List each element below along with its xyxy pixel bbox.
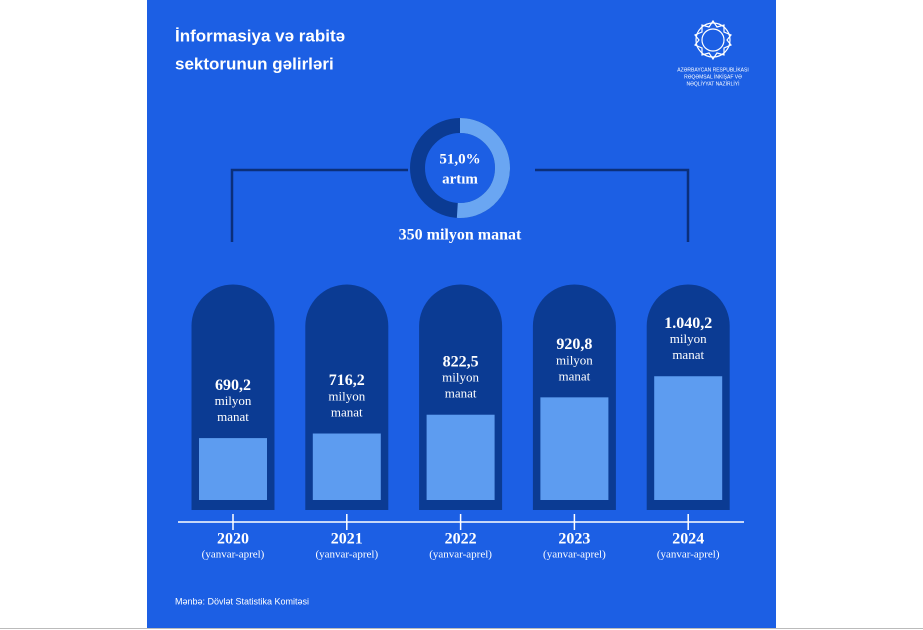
value-label: 716,2 [329, 372, 365, 389]
bracket [230, 168, 690, 242]
value-unit: milyon [328, 388, 365, 403]
period-label: (yanvar-aprel) [429, 549, 492, 561]
x-tick-label: 2023 [558, 531, 590, 548]
donut-arc [456, 118, 510, 218]
period-label: (yanvar-aprel) [202, 549, 265, 561]
bar [540, 397, 609, 500]
value-label: 1.040,2 [664, 315, 712, 332]
value-unit: manat [445, 386, 477, 401]
source: Mənbə: Dövlət Statistika Komitəsi [175, 596, 309, 606]
logo-text: AZƏRBAYCAN RESPUBLİKASI [677, 66, 748, 73]
bar [199, 438, 267, 500]
value-label: 920,8 [556, 336, 592, 353]
value-unit: milyon [215, 393, 252, 408]
value-unit: milyon [670, 331, 707, 346]
bar [312, 433, 381, 500]
logo-text: NƏQLİYYAT NAZİRLİYİ [687, 80, 740, 87]
title-line: sektorunun gəlirləri [175, 54, 334, 73]
x-tick-label: 2021 [331, 531, 363, 548]
value-unit: milyon [442, 370, 479, 385]
value-label: 690,2 [215, 377, 251, 394]
growth-text: artım [442, 171, 478, 187]
value-unit: manat [217, 409, 249, 424]
increase-label: 350 milyon manat [399, 227, 522, 244]
x-tick-label: 2022 [445, 531, 477, 548]
title-line: İnformasiya və rabitə [175, 26, 345, 45]
value-unit: milyon [556, 352, 593, 367]
x-tick-label: 2020 [217, 531, 249, 548]
growth-label: 51,0% [439, 151, 480, 167]
value-unit: manat [331, 404, 363, 419]
value-label: 822,5 [443, 353, 479, 370]
period-label: (yanvar-aprel) [657, 549, 720, 561]
value-unit: manat [672, 347, 704, 362]
period-label: (yanvar-aprel) [315, 549, 378, 561]
period-label: (yanvar-aprel) [543, 549, 606, 561]
bar [426, 414, 495, 500]
logo [694, 19, 732, 61]
x-tick-label: 2024 [672, 531, 704, 548]
bar [654, 376, 723, 500]
logo-text: RƏQƏMSAL İNKİŞAF VƏ [684, 73, 742, 80]
value-unit: manat [559, 368, 591, 383]
